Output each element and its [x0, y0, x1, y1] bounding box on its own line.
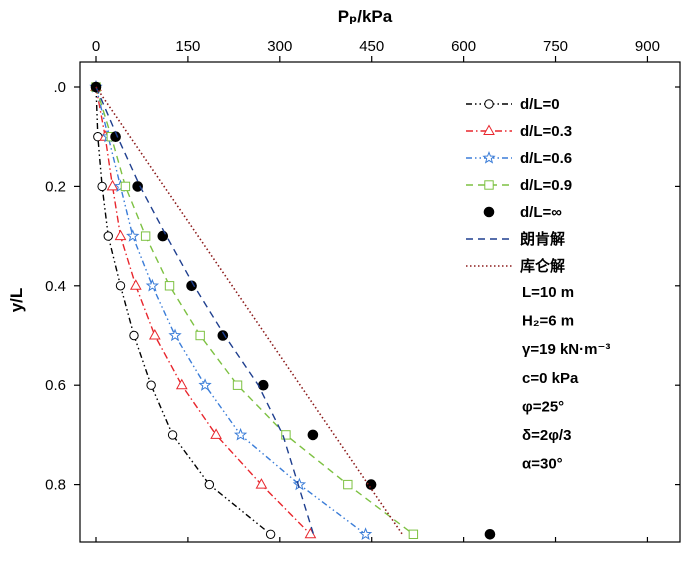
series-layer [89, 80, 496, 540]
series-group [91, 82, 276, 539]
data-point-square-open [484, 180, 494, 190]
series-line [95, 86, 367, 535]
data-point-triangle-open [175, 378, 188, 390]
x-tick-label: 750 [543, 38, 568, 55]
data-point-square-open [343, 479, 353, 490]
y-axis-title: y/L [7, 288, 26, 313]
series-line [95, 86, 311, 535]
legend-label: d/L=0.6 [520, 150, 572, 167]
data-point-circle-filled [132, 181, 143, 192]
data-point-circle-filled [157, 230, 169, 242]
plot-frame [79, 61, 681, 543]
parameter-text: H₂=6 m [522, 313, 574, 330]
series-line [95, 86, 272, 535]
series-group [91, 82, 419, 539]
data-point-star-open [482, 151, 496, 164]
legend-label: d/L=∞ [520, 204, 562, 221]
data-point-triangle-open [106, 179, 119, 191]
data-point-star-open [198, 378, 212, 391]
data-point-circle-open [97, 181, 107, 192]
data-point-circle-open [204, 479, 215, 490]
y-tick-label: 0.6 [45, 377, 66, 394]
series-group [95, 86, 315, 535]
x-tick-label: 0 [92, 38, 100, 55]
data-point-circle-filled [307, 429, 319, 441]
data-point-square-open [164, 281, 175, 291]
parameter-text: L=10 m [522, 284, 574, 301]
data-point-square-open [120, 181, 131, 192]
data-point-triangle-open [114, 229, 127, 241]
legend-label: d/L=0.3 [520, 123, 572, 140]
parameter-text: γ=19 kN·m⁻³ [522, 341, 610, 358]
data-point-triangle-open [210, 428, 222, 439]
data-point-circle-open [146, 380, 156, 390]
legend-label: 库仑解 [520, 257, 565, 275]
series-group [95, 86, 404, 535]
data-point-circle-filled [257, 379, 269, 391]
x-tick-label: 600 [451, 38, 476, 55]
data-point-circle-open [103, 231, 113, 241]
data-point-circle-open [129, 330, 139, 341]
series-group [90, 81, 496, 540]
y-tick-label: 0.8 [45, 477, 66, 494]
data-point-circle-open [115, 281, 126, 291]
data-point-star-open [233, 427, 248, 441]
parameter-text: c=0 kPa [522, 370, 579, 387]
data-point-square-open [232, 380, 243, 390]
data-point-circle-filled [365, 479, 377, 490]
x-tick-label: 150 [175, 38, 200, 55]
ticks-layer: 0 150 300 450 600 750 900 .0 0.2 0.4 0.6 0.8 [45, 38, 680, 542]
series-line [95, 86, 315, 535]
data-point-triangle-open [483, 124, 495, 135]
legend-label: d/L=0.9 [520, 177, 572, 194]
data-point-circle-filled [483, 206, 495, 218]
parameter-text: δ=2φ/3 [522, 427, 571, 444]
data-point-star-open [168, 328, 182, 342]
parameter-text: φ=25° [522, 398, 564, 415]
data-point-star-open [145, 278, 160, 292]
data-point-triangle-open [148, 328, 161, 340]
x-tick-label: 900 [635, 38, 660, 55]
y-tick-label: .0 [53, 79, 66, 96]
data-point-circle-open [265, 529, 276, 539]
series-group [89, 80, 373, 540]
data-point-square-open [281, 430, 291, 440]
series-line [95, 86, 414, 535]
x-tick-label: 450 [359, 38, 384, 55]
data-point-circle-open [484, 99, 494, 109]
x-axis-title: Pₚ/kPa [338, 7, 393, 26]
y-tick-label: 0.2 [45, 178, 66, 195]
data-point-star-open [358, 527, 373, 540]
data-point-triangle-open [129, 279, 142, 290]
data-point-circle-open [167, 430, 178, 440]
data-point-circle-filled [217, 330, 229, 341]
data-point-circle-filled [484, 529, 496, 540]
data-point-square-open [140, 231, 151, 241]
data-point-square-open [408, 529, 419, 539]
parameter-annotations: L=10 m H₂=6 m γ=19 kN·m⁻³ c=0 kPa φ=25° δ=2φ/… [522, 284, 610, 473]
parameter-text: α=30° [522, 456, 563, 473]
data-point-star-open [126, 229, 140, 242]
data-point-triangle-open [304, 527, 317, 539]
data-point-square-open [195, 330, 205, 341]
x-tick-label: 300 [267, 38, 292, 55]
legend-label: 朗肯解 [520, 230, 565, 248]
y-tick-label: 0.4 [45, 278, 66, 295]
legend-label: d/L=0 [520, 96, 560, 113]
data-point-triangle-open [255, 478, 268, 489]
series-line [95, 86, 404, 535]
